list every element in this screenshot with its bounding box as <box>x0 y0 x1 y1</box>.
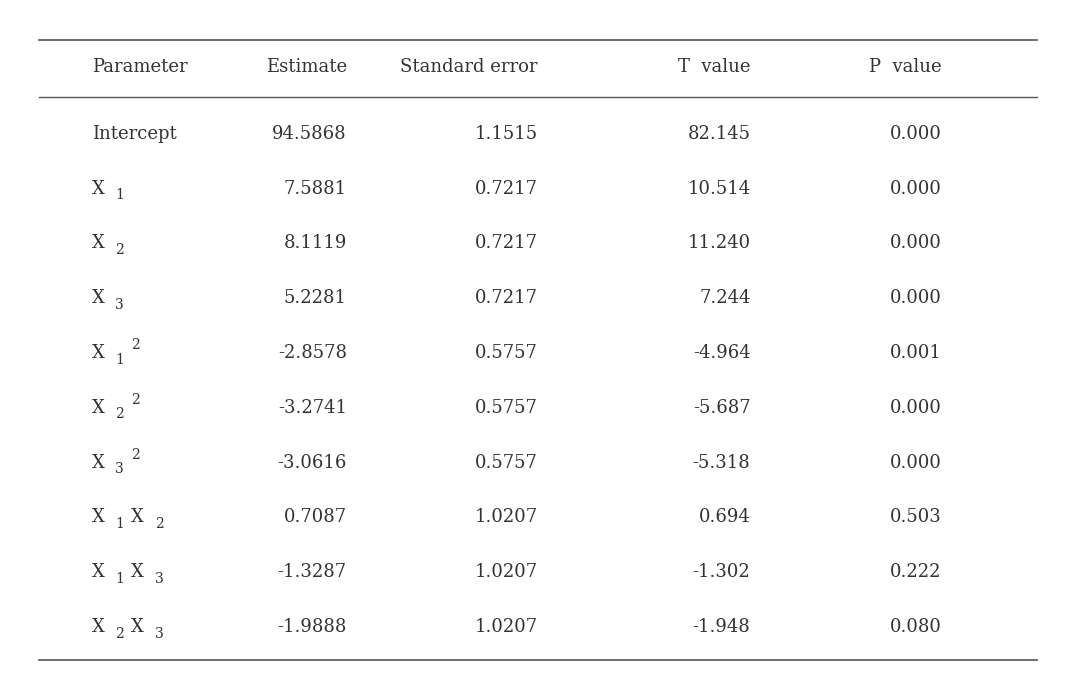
Text: -1.948: -1.948 <box>693 618 750 636</box>
Text: 0.7087: 0.7087 <box>284 508 346 527</box>
Text: 1.0207: 1.0207 <box>475 508 538 527</box>
Text: 3: 3 <box>155 627 164 640</box>
Text: X: X <box>91 344 104 362</box>
Text: 0.5757: 0.5757 <box>476 454 538 471</box>
Text: X: X <box>91 289 104 307</box>
Text: 0.5757: 0.5757 <box>476 344 538 362</box>
Text: 2: 2 <box>115 627 124 640</box>
Text: X: X <box>131 563 144 581</box>
Text: 0.222: 0.222 <box>890 563 942 581</box>
Text: 94.5868: 94.5868 <box>272 125 346 143</box>
Text: 2: 2 <box>155 517 164 531</box>
Text: 0.000: 0.000 <box>890 125 942 143</box>
Text: 0.000: 0.000 <box>890 399 942 417</box>
Text: 0.5757: 0.5757 <box>476 399 538 417</box>
Text: 5.2281: 5.2281 <box>284 289 346 307</box>
Text: 0.000: 0.000 <box>890 289 942 307</box>
Text: 2: 2 <box>115 243 124 257</box>
Text: 2: 2 <box>115 407 124 421</box>
Text: X: X <box>91 508 104 527</box>
Text: 82.145: 82.145 <box>688 125 750 143</box>
Text: -1.3287: -1.3287 <box>278 563 346 581</box>
Text: 3: 3 <box>155 572 164 586</box>
Text: 7.5881: 7.5881 <box>284 179 346 198</box>
Text: 1.0207: 1.0207 <box>475 563 538 581</box>
Text: X: X <box>91 235 104 252</box>
Text: 1: 1 <box>115 517 124 531</box>
Text: 0.7217: 0.7217 <box>475 289 538 307</box>
Text: 0.000: 0.000 <box>890 179 942 198</box>
Text: 0.7217: 0.7217 <box>475 179 538 198</box>
Text: 10.514: 10.514 <box>688 179 750 198</box>
Text: -3.0616: -3.0616 <box>278 454 346 471</box>
Text: T  value: T value <box>678 58 750 76</box>
Text: Standard error: Standard error <box>400 58 538 76</box>
Text: -4.964: -4.964 <box>693 344 750 362</box>
Text: 1: 1 <box>115 572 124 586</box>
Text: -2.8578: -2.8578 <box>278 344 346 362</box>
Text: X: X <box>91 399 104 417</box>
Text: 3: 3 <box>115 298 124 312</box>
Text: 0.001: 0.001 <box>890 344 942 362</box>
Text: Parameter: Parameter <box>91 58 187 76</box>
Text: 7.244: 7.244 <box>699 289 750 307</box>
Text: 3: 3 <box>115 462 124 476</box>
Text: -1.9888: -1.9888 <box>278 618 346 636</box>
Text: X: X <box>131 508 144 527</box>
Text: 8.1119: 8.1119 <box>283 235 346 252</box>
Text: 1.0207: 1.0207 <box>475 618 538 636</box>
Text: X: X <box>91 454 104 471</box>
Text: -1.302: -1.302 <box>693 563 750 581</box>
Text: Estimate: Estimate <box>266 58 346 76</box>
Text: 1: 1 <box>115 353 124 367</box>
Text: 2: 2 <box>131 338 140 352</box>
Text: 0.694: 0.694 <box>698 508 750 527</box>
Text: 0.000: 0.000 <box>890 235 942 252</box>
Text: -5.318: -5.318 <box>693 454 750 471</box>
Text: 11.240: 11.240 <box>688 235 750 252</box>
Text: X: X <box>131 618 144 636</box>
Text: 1: 1 <box>115 188 124 203</box>
Text: -5.687: -5.687 <box>693 399 750 417</box>
Text: P  value: P value <box>869 58 942 76</box>
Text: 0.503: 0.503 <box>890 508 942 527</box>
Text: 0.000: 0.000 <box>890 454 942 471</box>
Text: 2: 2 <box>131 447 140 462</box>
Text: 0.7217: 0.7217 <box>475 235 538 252</box>
Text: -3.2741: -3.2741 <box>278 399 346 417</box>
Text: X: X <box>91 563 104 581</box>
Text: X: X <box>91 179 104 198</box>
Text: X: X <box>91 618 104 636</box>
Text: Intercept: Intercept <box>91 125 176 143</box>
Text: 0.080: 0.080 <box>890 618 942 636</box>
Text: 2: 2 <box>131 393 140 406</box>
Text: 1.1515: 1.1515 <box>475 125 538 143</box>
